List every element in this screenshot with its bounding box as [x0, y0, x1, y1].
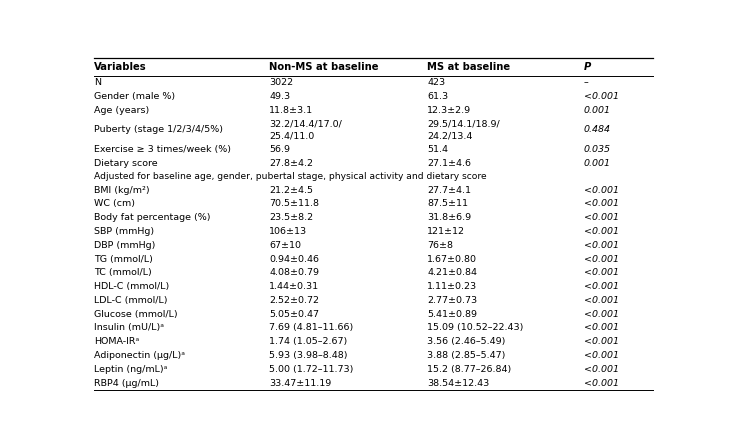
Text: 21.2±4.5: 21.2±4.5 — [269, 186, 313, 194]
Text: 4.08±0.79: 4.08±0.79 — [269, 268, 319, 278]
Text: 23.5±8.2: 23.5±8.2 — [269, 213, 313, 222]
Text: 51.4: 51.4 — [427, 145, 448, 154]
Text: 25.4/11.0: 25.4/11.0 — [269, 131, 314, 140]
Text: LDL-C (mmol/L): LDL-C (mmol/L) — [94, 296, 168, 305]
Text: 4.21±0.84: 4.21±0.84 — [427, 268, 477, 278]
Text: 0.001: 0.001 — [584, 159, 611, 168]
Text: BMI (kg/m²): BMI (kg/m²) — [94, 186, 149, 194]
Text: 15.2 (8.77–26.84): 15.2 (8.77–26.84) — [427, 365, 512, 374]
Text: <0.001: <0.001 — [584, 282, 619, 291]
Text: 2.77±0.73: 2.77±0.73 — [427, 296, 477, 305]
Text: <0.001: <0.001 — [584, 337, 619, 346]
Text: 3.56 (2.46–5.49): 3.56 (2.46–5.49) — [427, 337, 506, 346]
Text: Adjusted for baseline age, gender, pubertal stage, physical activity and dietary: Adjusted for baseline age, gender, puber… — [94, 172, 486, 181]
Text: 70.5±11.8: 70.5±11.8 — [269, 199, 319, 208]
Text: RBP4 (µg/mL): RBP4 (µg/mL) — [94, 379, 159, 388]
Text: HDL-C (mmol/L): HDL-C (mmol/L) — [94, 282, 169, 291]
Text: <0.001: <0.001 — [584, 213, 619, 222]
Text: 87.5±11: 87.5±11 — [427, 199, 468, 208]
Text: <0.001: <0.001 — [584, 324, 619, 333]
Text: <0.001: <0.001 — [584, 310, 619, 319]
Text: 12.3±2.9: 12.3±2.9 — [427, 106, 472, 115]
Text: DBP (mmHg): DBP (mmHg) — [94, 241, 155, 250]
Text: TC (mmol/L): TC (mmol/L) — [94, 268, 152, 278]
Text: WC (cm): WC (cm) — [94, 199, 135, 208]
Text: <0.001: <0.001 — [584, 351, 619, 360]
Text: 29.5/14.1/18.9/: 29.5/14.1/18.9/ — [427, 119, 500, 129]
Text: 423: 423 — [427, 78, 445, 87]
Text: 5.05±0.47: 5.05±0.47 — [269, 310, 319, 319]
Text: 27.1±4.6: 27.1±4.6 — [427, 159, 471, 168]
Text: 76±8: 76±8 — [427, 241, 453, 250]
Text: 5.00 (1.72–11.73): 5.00 (1.72–11.73) — [269, 365, 354, 374]
Text: Leptin (ng/mL)ᵃ: Leptin (ng/mL)ᵃ — [94, 365, 168, 374]
Text: 27.7±4.1: 27.7±4.1 — [427, 186, 471, 194]
Text: <0.001: <0.001 — [584, 379, 619, 388]
Text: Non-MS at baseline: Non-MS at baseline — [269, 62, 378, 72]
Text: 38.54±12.43: 38.54±12.43 — [427, 379, 490, 388]
Text: TG (mmol/L): TG (mmol/L) — [94, 254, 153, 264]
Text: 33.47±11.19: 33.47±11.19 — [269, 379, 332, 388]
Text: HOMA-IRᵃ: HOMA-IRᵃ — [94, 337, 139, 346]
Text: 7.69 (4.81–11.66): 7.69 (4.81–11.66) — [269, 324, 354, 333]
Text: 15.09 (10.52–22.43): 15.09 (10.52–22.43) — [427, 324, 523, 333]
Text: Body fat percentage (%): Body fat percentage (%) — [94, 213, 211, 222]
Text: 24.2/13.4: 24.2/13.4 — [427, 131, 472, 140]
Text: <0.001: <0.001 — [584, 365, 619, 374]
Text: 1.11±0.23: 1.11±0.23 — [427, 282, 477, 291]
Text: 106±13: 106±13 — [269, 227, 307, 236]
Text: 1.74 (1.05–2.67): 1.74 (1.05–2.67) — [269, 337, 347, 346]
Text: –: – — [584, 78, 588, 87]
Text: 121±12: 121±12 — [427, 227, 465, 236]
Text: SBP (mmHg): SBP (mmHg) — [94, 227, 154, 236]
Text: 27.8±4.2: 27.8±4.2 — [269, 159, 313, 168]
Text: Glucose (mmol/L): Glucose (mmol/L) — [94, 310, 178, 319]
Text: 3022: 3022 — [269, 78, 293, 87]
Text: Age (years): Age (years) — [94, 106, 149, 115]
Text: <0.001: <0.001 — [584, 199, 619, 208]
Text: 5.41±0.89: 5.41±0.89 — [427, 310, 477, 319]
Text: <0.001: <0.001 — [584, 268, 619, 278]
Text: 0.001: 0.001 — [584, 106, 611, 115]
Text: Variables: Variables — [94, 62, 147, 72]
Text: MS at baseline: MS at baseline — [427, 62, 510, 72]
Text: 49.3: 49.3 — [269, 92, 290, 101]
Text: Puberty (stage 1/2/3/4/5%): Puberty (stage 1/2/3/4/5%) — [94, 125, 223, 135]
Text: 56.9: 56.9 — [269, 145, 290, 154]
Text: Gender (male %): Gender (male %) — [94, 92, 175, 101]
Text: 1.44±0.31: 1.44±0.31 — [269, 282, 319, 291]
Text: <0.001: <0.001 — [584, 254, 619, 264]
Text: <0.001: <0.001 — [584, 296, 619, 305]
Text: 11.8±3.1: 11.8±3.1 — [269, 106, 313, 115]
Text: P: P — [584, 62, 591, 72]
Text: 0.035: 0.035 — [584, 145, 611, 154]
Text: 3.88 (2.85–5.47): 3.88 (2.85–5.47) — [427, 351, 506, 360]
Text: Adiponectin (µg/L)ᵃ: Adiponectin (µg/L)ᵃ — [94, 351, 185, 360]
Text: 0.484: 0.484 — [584, 125, 611, 135]
Text: 32.2/14.4/17.0/: 32.2/14.4/17.0/ — [269, 119, 342, 129]
Text: <0.001: <0.001 — [584, 92, 619, 101]
Text: 1.67±0.80: 1.67±0.80 — [427, 254, 477, 264]
Text: N: N — [94, 78, 101, 87]
Text: Insulin (mU/L)ᵃ: Insulin (mU/L)ᵃ — [94, 324, 164, 333]
Text: 67±10: 67±10 — [269, 241, 301, 250]
Text: 61.3: 61.3 — [427, 92, 448, 101]
Text: Exercise ≥ 3 times/week (%): Exercise ≥ 3 times/week (%) — [94, 145, 231, 154]
Text: 2.52±0.72: 2.52±0.72 — [269, 296, 319, 305]
Text: 0.94±0.46: 0.94±0.46 — [269, 254, 319, 264]
Text: 5.93 (3.98–8.48): 5.93 (3.98–8.48) — [269, 351, 348, 360]
Text: Dietary score: Dietary score — [94, 159, 157, 168]
Text: <0.001: <0.001 — [584, 227, 619, 236]
Text: <0.001: <0.001 — [584, 186, 619, 194]
Text: 31.8±6.9: 31.8±6.9 — [427, 213, 472, 222]
Text: <0.001: <0.001 — [584, 241, 619, 250]
